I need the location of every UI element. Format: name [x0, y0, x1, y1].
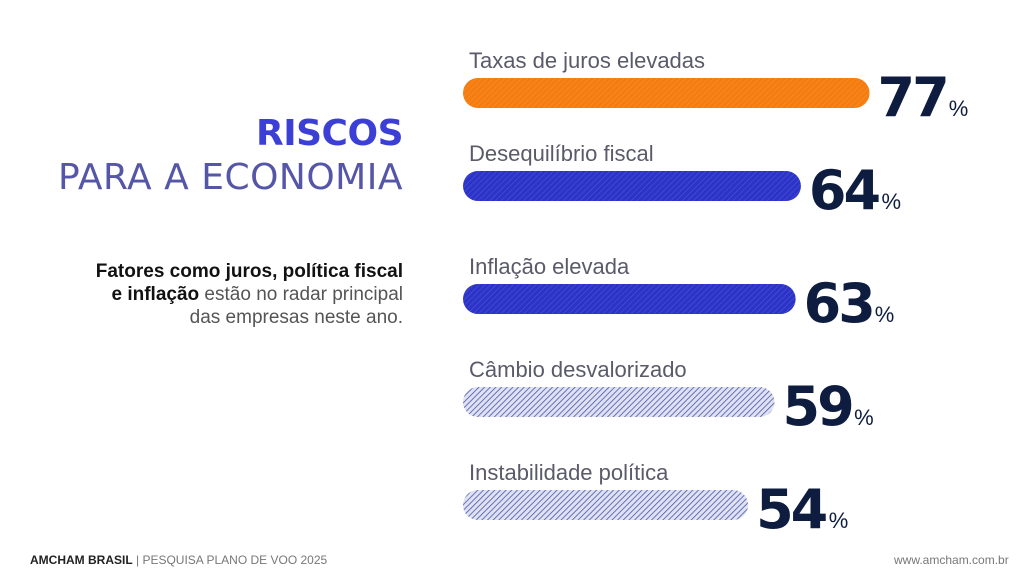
description-rest: estão no radar principal das empresas ne… [189, 284, 403, 328]
slide-title: RISCOS PARA A ECONOMIA [40, 112, 404, 200]
percent-sign: % [854, 405, 874, 430]
percent-sign: % [881, 189, 901, 214]
category-label: Desequilíbrio fiscal [469, 141, 654, 166]
footer-url[interactable]: www.amcham.com.br [894, 553, 1009, 567]
category-label: Instabilidade política [469, 460, 669, 485]
bar-texture [463, 284, 796, 314]
description-text: Fatores como juros, política fiscal e in… [90, 260, 403, 329]
percent-sign: % [949, 96, 969, 121]
footer-left: AMCHAM BRASIL | PESQUISA PLANO DE VOO 20… [30, 553, 327, 567]
bar [463, 387, 775, 417]
data-label: 63 [804, 272, 873, 335]
data-label: 77 [878, 66, 947, 129]
footer-survey: | PESQUISA PLANO DE VOO 2025 [132, 553, 328, 567]
percent-sign: % [875, 302, 895, 327]
data-label: 54 [756, 478, 827, 541]
footer-brand: AMCHAM BRASIL [30, 553, 133, 567]
category-label: Inflação elevada [469, 254, 630, 279]
description-bold: Fatores como juros, política fiscal e in… [95, 261, 403, 305]
category-label: Taxas de juros elevadas [469, 48, 705, 73]
title-main: RISCOS [256, 113, 404, 154]
bar-texture [463, 171, 801, 201]
data-label: 64 [809, 159, 880, 222]
percent-sign: % [829, 508, 849, 533]
category-label: Câmbio desvalorizado [469, 357, 687, 382]
bar [463, 490, 749, 520]
data-label: 59 [783, 375, 853, 438]
bar-texture [463, 78, 870, 108]
title-subtitle: PARA A ECONOMIA [57, 157, 403, 198]
